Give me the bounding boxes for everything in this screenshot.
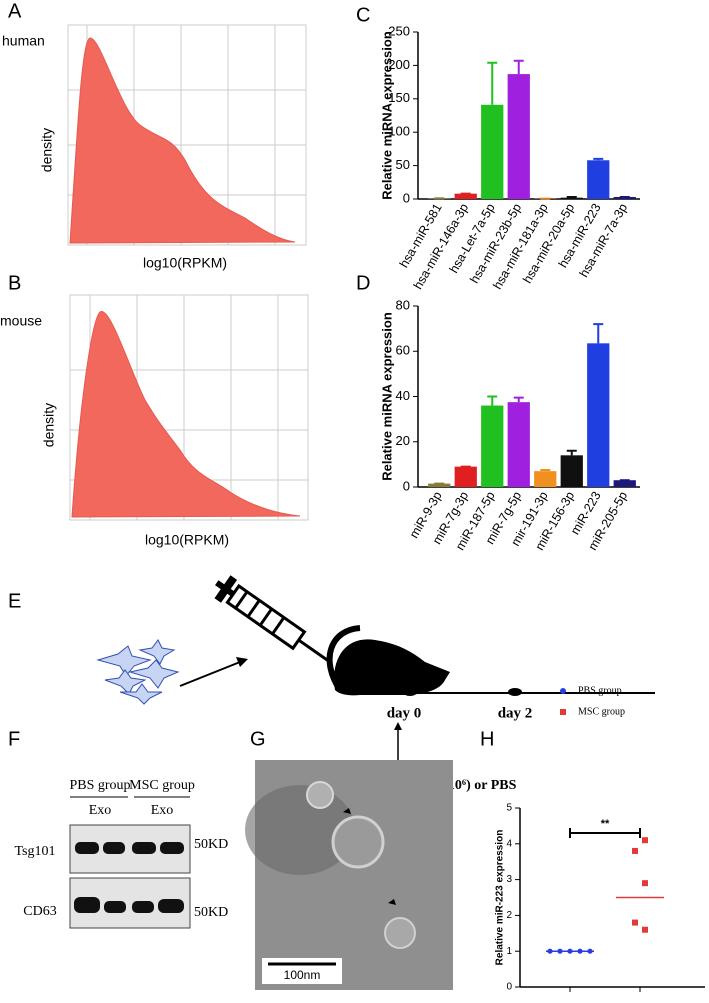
sublabel: Exo: [89, 803, 112, 818]
panel-label: F: [8, 728, 20, 750]
panel-label: D: [356, 272, 370, 294]
bar: [508, 402, 530, 487]
scale-label: 100nm: [284, 968, 321, 982]
y-tick-label: 40: [396, 388, 410, 403]
bar: [587, 160, 609, 199]
size-label: 50KD: [194, 837, 228, 852]
species-label: mouse: [0, 313, 42, 329]
timepoint: [508, 688, 522, 696]
protein-label: Tsg101: [14, 844, 55, 859]
density-area: [72, 311, 300, 517]
error-bar: [593, 159, 603, 160]
y-tick-label: 5: [506, 803, 512, 814]
timepoint: [403, 688, 417, 696]
panel-label: G: [250, 728, 266, 750]
arrowhead: [394, 722, 402, 730]
day-label: day 0: [387, 705, 422, 721]
legend-label: PBS group: [578, 685, 622, 696]
error-bar: [593, 324, 603, 343]
bar: [508, 74, 530, 199]
y-label: Relative miRNA expression: [379, 31, 394, 200]
size-label: 50KD: [194, 905, 228, 920]
species-label: human: [2, 33, 45, 49]
group-label: PBS group: [69, 778, 130, 793]
y-label: density: [41, 403, 57, 447]
x-label: log10(RPKM): [145, 532, 229, 548]
y-tick-label: 0: [403, 478, 410, 493]
protein-label: CD63: [23, 904, 56, 919]
x-label: log10(RPKM): [143, 255, 227, 271]
y-label: Relative miR-223 expression: [495, 830, 506, 966]
legend-marker: [560, 688, 566, 694]
bar: [587, 343, 609, 487]
panel-label: H: [480, 728, 494, 750]
bar: [561, 455, 583, 487]
point: [632, 920, 638, 926]
y-label: density: [39, 128, 55, 172]
group-label: MSC group: [129, 778, 195, 793]
panel-label: B: [8, 272, 21, 294]
cells: [98, 640, 178, 704]
em-image: 100nm: [245, 760, 453, 990]
panel-label: C: [356, 4, 370, 26]
panel-label: A: [8, 0, 22, 22]
density-panel: human density log10(RPKM): [2, 25, 306, 271]
y-tick-label: 0: [506, 982, 512, 993]
schematic: day 0 day 2 MSC(1X10⁶) or PBS: [98, 571, 655, 793]
legend-marker: [560, 709, 566, 715]
error-bar: [567, 451, 577, 456]
syringe: [209, 571, 340, 674]
sublabel: Exo: [151, 803, 174, 818]
error-bar: [514, 61, 524, 74]
arrow: [180, 662, 240, 686]
point: [642, 927, 648, 933]
y-tick-label: 80: [396, 297, 410, 312]
bar: [481, 105, 503, 199]
panel-label: E: [8, 590, 21, 612]
point: [642, 837, 648, 843]
point: [642, 880, 648, 886]
y-tick-label: 4: [506, 838, 512, 849]
y-tick-label: 3: [506, 874, 512, 885]
annotation: **: [601, 818, 610, 830]
y-tick-label: 0: [403, 190, 410, 205]
western-blot: PBS group MSC group Exo Exo Tsg101 CD63 …: [14, 778, 228, 928]
y-tick-label: 50: [396, 157, 410, 172]
point: [632, 848, 638, 854]
error-bar: [567, 197, 577, 198]
error-bar: [540, 470, 550, 471]
legend-label: MSC group: [578, 706, 625, 717]
y-tick-label: 20: [396, 433, 410, 448]
density-panel: mouse density log10(RPKM): [0, 295, 308, 548]
y-tick-label: 1: [506, 946, 512, 957]
density-area: [70, 38, 295, 243]
y-label: Relative miRNA expression: [379, 312, 394, 481]
error-bar: [514, 398, 524, 403]
y-tick-label: 2: [506, 910, 512, 921]
bar: [455, 467, 477, 487]
bar: [614, 480, 636, 487]
day-label: day 2: [498, 705, 533, 721]
error-bar: [487, 397, 497, 406]
mouse: [334, 639, 450, 695]
bar: [534, 471, 556, 487]
bar: [481, 406, 503, 487]
y-tick-label: 60: [396, 343, 410, 358]
error-bar: [487, 63, 497, 105]
